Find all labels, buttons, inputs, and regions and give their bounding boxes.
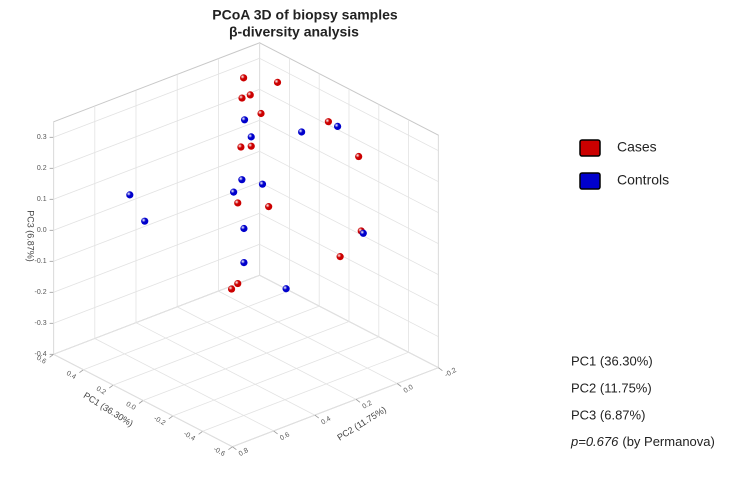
point <box>359 229 367 237</box>
y-tick-label: 0.8 <box>238 447 250 458</box>
point <box>240 224 248 233</box>
grid-line <box>53 88 260 169</box>
tick-mark <box>79 369 84 374</box>
point <box>240 116 249 124</box>
point <box>141 217 149 225</box>
legend-label: Cases <box>617 139 657 155</box>
point <box>126 191 134 199</box>
tick-mark <box>168 415 174 420</box>
y-tick-label: 0.4 <box>320 415 332 426</box>
point <box>355 152 363 161</box>
grid-line <box>53 212 260 293</box>
x-tick-label: 0.6 <box>35 355 47 366</box>
grid-line <box>53 181 260 262</box>
grid-line <box>83 290 290 371</box>
point <box>246 91 254 99</box>
grid-line <box>53 274 260 355</box>
z-tick-label: -0.3 <box>35 320 47 327</box>
point <box>324 118 332 126</box>
note: PC1 (36.30%) <box>571 353 653 368</box>
point <box>238 94 246 102</box>
grid-line <box>53 243 260 324</box>
y-tick-label: 0.2 <box>361 400 373 411</box>
tick-mark <box>108 384 114 389</box>
tick-mark <box>228 446 233 451</box>
grid-line <box>218 290 398 384</box>
point <box>234 279 242 288</box>
p-value: p=0.676 <box>570 434 619 449</box>
note: PC2 (11.75%) <box>571 380 652 395</box>
point <box>240 258 248 267</box>
tick-mark <box>314 414 320 419</box>
point <box>230 188 238 196</box>
point <box>265 203 273 211</box>
x-tick-label: 0.0 <box>125 401 137 412</box>
point <box>234 199 242 207</box>
z-axis-title: PC3 (6.87%) <box>26 210 36 262</box>
z-tick-label: -0.1 <box>35 258 47 265</box>
grid-line <box>113 305 320 386</box>
x-axis-title: PC1 (36.30%) <box>82 390 135 428</box>
legend-label: Controls <box>617 172 669 188</box>
grid-line <box>53 150 260 231</box>
chart-title: PCoA 3D of biopsy samples <box>212 7 398 23</box>
grid-line <box>259 274 439 369</box>
legend-swatch <box>579 172 601 190</box>
point <box>238 176 246 184</box>
grid-line <box>232 367 439 448</box>
grid-line <box>53 353 233 448</box>
y-tick-label: 0.0 <box>403 384 415 395</box>
y-tick-label: 0.6 <box>279 431 291 442</box>
note: PC3 (6.87%) <box>571 407 645 422</box>
side-notes: PC1 (36.30%) PC2 (11.75%) PC3 (6.87%) p=… <box>570 353 715 449</box>
point <box>257 109 265 118</box>
tick-mark <box>438 367 443 372</box>
x-tick-label: 0.4 <box>65 370 77 381</box>
grid-line <box>172 336 379 417</box>
chart-subtitle: β-diversity analysis <box>229 24 359 40</box>
z-tick-label: -0.2 <box>35 289 47 296</box>
grid-line <box>142 321 350 401</box>
point <box>247 133 255 141</box>
tick-mark <box>138 400 144 404</box>
x-tick-label: -0.2 <box>152 415 166 427</box>
tick-mark <box>355 398 361 403</box>
grid-line <box>53 119 260 200</box>
point <box>336 253 344 261</box>
point <box>237 143 245 151</box>
note: p=0.676 (by Permanova) <box>570 434 715 449</box>
tick-mark <box>273 430 278 435</box>
grid-line <box>177 306 357 400</box>
z-tick-label: 0.1 <box>37 196 47 203</box>
tick-mark <box>396 383 402 387</box>
tick-mark <box>49 353 54 358</box>
point <box>334 122 342 130</box>
point <box>282 285 290 293</box>
z-tick-label: 0.2 <box>37 165 47 172</box>
point <box>240 74 248 82</box>
z-tick-label: -0.4 <box>35 351 47 358</box>
y-tick-label: -0.2 <box>444 367 458 379</box>
p-note: (by Permanova) <box>622 434 714 449</box>
point <box>258 180 267 188</box>
point <box>273 78 282 86</box>
tick-mark <box>198 430 203 435</box>
grid-line <box>135 322 315 416</box>
point <box>247 142 255 150</box>
x-tick-label: -0.4 <box>182 431 196 443</box>
y-axis-title: PC2 (11.75%) <box>335 404 388 442</box>
x-tick-label: 0.2 <box>95 385 107 396</box>
grid-line <box>202 351 409 432</box>
legend-swatch <box>579 139 601 157</box>
z-tick-label: 0.3 <box>37 134 47 141</box>
tick-mark <box>232 446 237 451</box>
grid-line <box>53 57 260 138</box>
grid-line <box>94 338 274 432</box>
z-tick-label: 0.0 <box>37 227 47 234</box>
x-tick-label: -0.6 <box>212 446 226 458</box>
point <box>227 285 236 293</box>
point <box>298 128 306 136</box>
